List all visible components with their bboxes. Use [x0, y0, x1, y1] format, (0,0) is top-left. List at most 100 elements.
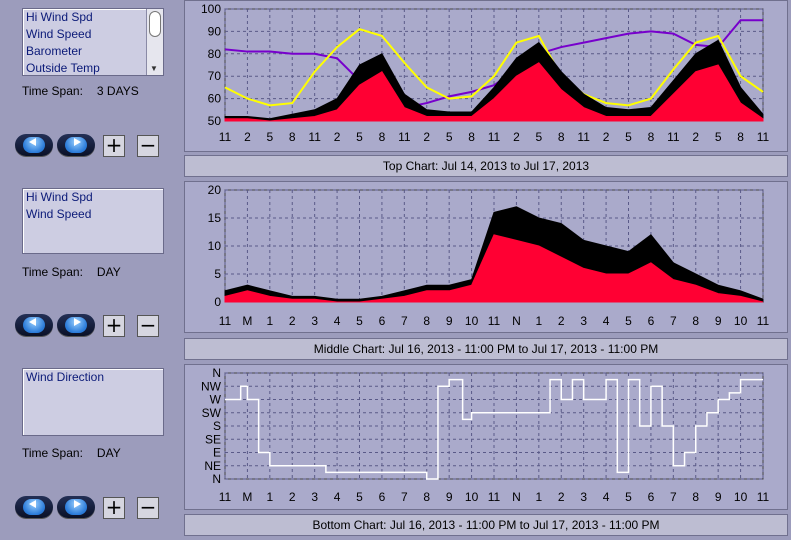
x-tick-label: 1 [266, 314, 273, 328]
x-tick-label: 2 [603, 130, 610, 144]
y-tick-label: NW [201, 379, 222, 393]
x-tick-label: 11 [488, 314, 501, 328]
zoom-out-button[interactable]: − [137, 135, 159, 157]
x-tick-label: 2 [558, 490, 565, 504]
x-tick-label: 4 [334, 490, 341, 504]
x-tick-label: 3 [311, 314, 318, 328]
x-tick-label: 7 [401, 314, 408, 328]
time-span-value: DAY [96, 446, 121, 460]
prev-button[interactable] [15, 314, 53, 336]
series-list-top[interactable]: Hi Wind Spd Wind Speed Barometer Outside Te… [22, 8, 164, 76]
x-tick-label: 11 [219, 130, 232, 144]
y-tick-label: 80 [208, 47, 222, 61]
top-chart[interactable]: 50 60 70 80 90 100 11 2 5 8 11 2 5 8 11 2 5 8 11 2 5 8 11 2 5 8 11… [185, 1, 787, 151]
x-tick-label: 11 [488, 130, 501, 144]
x-tick-label: 5 [356, 314, 363, 328]
x-tick-label: 5 [356, 130, 363, 144]
series-temp [224, 28, 764, 107]
x-tick-label: 10 [734, 490, 748, 504]
zoom-in-button[interactable]: + [103, 135, 125, 157]
series-wind [224, 234, 764, 303]
x-tick-label: 8 [692, 314, 699, 328]
list-scrollbar[interactable]: ▼ [146, 9, 163, 75]
x-tick-label: 5 [446, 130, 453, 144]
series-list-item[interactable]: Wind Direction [26, 370, 105, 384]
next-button[interactable] [57, 314, 95, 336]
x-tick-label: 5 [625, 490, 632, 504]
top-chart-caption: Top Chart: Jul 14, 2013 to Jul 17, 2013 [184, 155, 788, 177]
y-tick-label: N [212, 472, 221, 486]
x-tick-label: 5 [356, 490, 363, 504]
y-tick-label: N [212, 366, 221, 380]
time-span-value: 3 DAYS [96, 84, 139, 98]
x-tick-label: 11 [757, 314, 770, 328]
x-tick-label: 8 [423, 314, 430, 328]
x-tick-label: 2 [289, 314, 296, 328]
x-tick-label: 3 [580, 490, 587, 504]
x-tick-label: 7 [670, 314, 677, 328]
series-list-middle[interactable]: Hi Wind Spd Wind Speed [22, 188, 164, 254]
prev-button[interactable] [15, 496, 53, 518]
x-tick-label: 4 [603, 490, 610, 504]
x-tick-label: 5 [715, 130, 722, 144]
series-list-item[interactable]: Wind Speed [26, 207, 92, 221]
next-button[interactable] [57, 134, 95, 156]
x-tick-label: 8 [468, 130, 475, 144]
y-tick-label: 20 [208, 183, 222, 197]
y-tick-label: 100 [201, 2, 221, 16]
x-tick-label: 11 [219, 314, 232, 328]
zoom-in-button[interactable]: + [103, 497, 125, 519]
y-tick-label: 15 [208, 211, 222, 225]
series-wind [224, 62, 764, 122]
series-list-item[interactable]: Barometer [26, 44, 83, 58]
x-tick-label: 1 [266, 490, 273, 504]
y-tick-label: 50 [208, 114, 222, 128]
right-arrow-icon [74, 138, 81, 146]
next-button[interactable] [57, 496, 95, 518]
x-tick-label: 2 [513, 130, 520, 144]
x-tick-label: 9 [446, 314, 453, 328]
x-tick-label: 3 [311, 490, 318, 504]
y-tick-label: 70 [208, 69, 222, 83]
series-list-bottom[interactable]: Wind Direction [22, 368, 164, 436]
x-tick-label: 11 [219, 490, 232, 504]
series-list-item[interactable]: Hi Wind Spd [26, 10, 93, 24]
x-tick-label: 1 [535, 490, 542, 504]
zoom-out-button[interactable]: − [137, 497, 159, 519]
x-tick-label: 8 [379, 130, 386, 144]
x-tick-label: 9 [715, 490, 722, 504]
bottom-chart-controls: Wind Direction Time Span: DAY + − [0, 360, 180, 540]
x-tick-label: 2 [289, 490, 296, 504]
bottom-chart-caption: Bottom Chart: Jul 16, 2013 - 11:00 PM to… [184, 514, 788, 536]
x-tick-label: 10 [465, 490, 479, 504]
series-list-item[interactable]: Wind Speed [26, 27, 92, 41]
x-tick-label: 8 [423, 490, 430, 504]
zoom-in-button[interactable]: + [103, 315, 125, 337]
series-list-items: Hi Wind Spd Wind Speed [23, 189, 163, 223]
x-tick-label: 8 [648, 130, 655, 144]
scroll-down-icon[interactable]: ▼ [150, 64, 158, 73]
x-tick-label: 11 [757, 130, 770, 144]
series-list-items: Wind Direction [23, 369, 163, 386]
y-tick-label: W [210, 393, 222, 407]
top-chart-controls: Hi Wind Spd Wind Speed Barometer Outside Te… [0, 0, 180, 180]
middle-chart-panel: 0 5 10 15 20 11 M 1 2 3 4 5 6 7 8 9 10 11 N 1 2 3 4 5 6 7 8 9 10 11 [184, 181, 788, 333]
x-tick-label: N [512, 314, 521, 328]
prev-button[interactable] [15, 134, 53, 156]
x-tick-label: 5 [625, 314, 632, 328]
series-list-items: Hi Wind Spd Wind Speed Barometer Outside Te… [23, 9, 163, 75]
series-list-item[interactable]: Outside Temp [26, 61, 100, 75]
x-tick-label: 2 [244, 130, 251, 144]
zoom-out-button[interactable]: − [137, 315, 159, 337]
y-tick-label: 10 [208, 239, 222, 253]
x-tick-label: 6 [379, 314, 386, 328]
x-tick-label: 2 [334, 130, 341, 144]
x-tick-label: M [242, 314, 252, 328]
x-tick-label: 2 [692, 130, 699, 144]
left-arrow-icon [29, 500, 36, 508]
series-list-item[interactable]: Hi Wind Spd [26, 190, 93, 204]
x-tick-label: 2 [423, 130, 430, 144]
middle-chart-controls: Hi Wind Spd Wind Speed Time Span: DAY + − [0, 180, 180, 360]
